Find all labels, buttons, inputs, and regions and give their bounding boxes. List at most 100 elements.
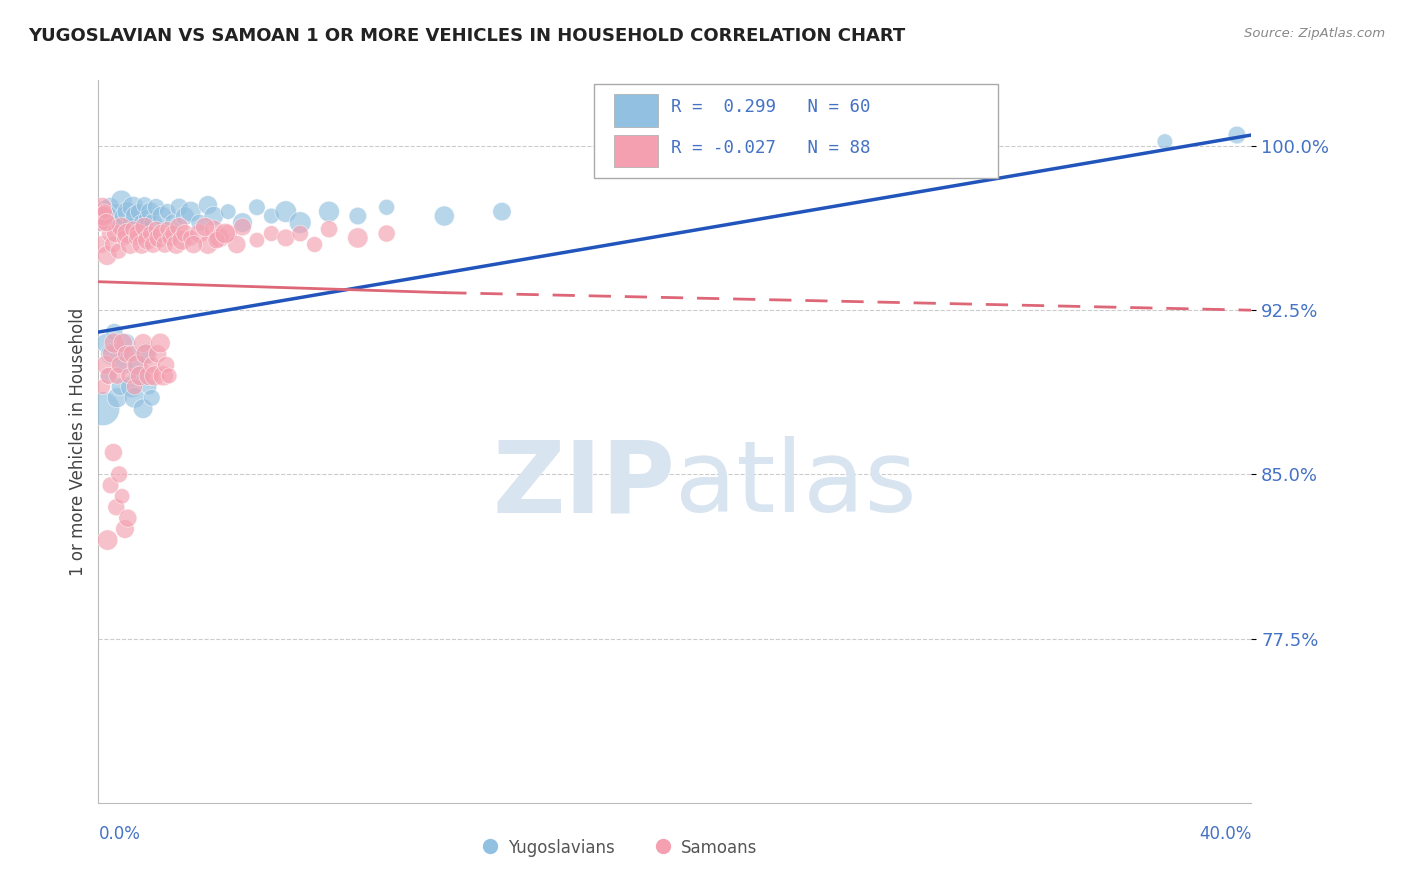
Point (150, 209, 173, 223)
Point (97, 368, 120, 383)
Point (156, 222, 179, 236)
Point (231, 216, 254, 230)
Point (94, 336, 117, 351)
Point (108, 380, 131, 394)
Point (149, 336, 172, 351)
Point (98, 200, 121, 214)
Point (114, 336, 136, 351)
Point (125, 231, 148, 245)
Point (141, 358, 163, 372)
Point (145, 222, 167, 236)
Point (121, 347, 143, 361)
Point (1154, 135, 1177, 149)
Point (101, 216, 124, 230)
Point (260, 227, 283, 241)
Point (89, 204, 111, 219)
Point (122, 200, 145, 214)
Y-axis label: 1 or more Vehicles in Household: 1 or more Vehicles in Household (69, 308, 87, 575)
Point (129, 368, 152, 383)
Point (112, 209, 135, 223)
Point (217, 204, 239, 219)
Point (124, 380, 146, 394)
Point (188, 216, 211, 230)
Point (124, 391, 146, 405)
Point (217, 227, 239, 241)
Point (112, 231, 135, 245)
Text: 0.0%: 0.0% (98, 825, 141, 843)
Point (128, 204, 150, 219)
Point (107, 219, 129, 234)
Point (122, 222, 145, 236)
Point (110, 219, 132, 234)
Point (208, 231, 231, 245)
Point (131, 216, 153, 230)
Point (491, 204, 513, 219)
Point (274, 231, 297, 245)
Point (159, 231, 181, 245)
Point (127, 358, 149, 372)
Point (167, 200, 190, 214)
Point (104, 204, 127, 219)
Point (183, 237, 205, 252)
Point (150, 227, 173, 241)
Point (157, 368, 180, 383)
Point (153, 237, 176, 252)
Point (145, 200, 167, 214)
Point (197, 198, 219, 212)
Point (121, 380, 143, 394)
Text: Source: ZipAtlas.com: Source: ZipAtlas.com (1244, 27, 1385, 40)
Point (103, 445, 125, 459)
Point (98, 227, 121, 241)
Point (180, 204, 202, 219)
Point (104, 227, 127, 241)
Point (91, 401, 114, 416)
Point (180, 231, 202, 245)
Point (111, 336, 134, 351)
Point (136, 233, 159, 247)
Point (96, 248, 118, 262)
Point (290, 216, 312, 230)
Text: R =  0.299   N = 60: R = 0.299 N = 60 (672, 98, 870, 117)
Point (96, 216, 118, 230)
Point (125, 209, 148, 223)
Point (148, 231, 170, 245)
Point (194, 219, 217, 234)
Point (127, 358, 149, 372)
Point (433, 209, 456, 223)
Point (101, 237, 124, 252)
Point (246, 233, 269, 247)
Point (111, 358, 134, 372)
Point (134, 198, 156, 212)
Point (188, 227, 211, 241)
Point (142, 216, 165, 230)
Text: 40.0%: 40.0% (1199, 825, 1251, 843)
Point (152, 368, 174, 383)
FancyBboxPatch shape (595, 84, 998, 178)
Point (90, 216, 112, 230)
Point (93, 209, 115, 223)
Point (246, 200, 269, 214)
Point (129, 368, 152, 383)
Point (155, 358, 177, 372)
Text: Samoans: Samoans (681, 838, 756, 856)
Point (197, 237, 219, 252)
Point (132, 336, 155, 351)
Point (174, 209, 197, 223)
Point (146, 347, 169, 361)
Point (347, 231, 370, 245)
Point (90, 216, 112, 230)
Text: Yugoslavians: Yugoslavians (508, 838, 614, 856)
Point (105, 368, 128, 383)
Point (138, 380, 160, 394)
Point (114, 347, 136, 361)
Point (205, 233, 228, 247)
Point (117, 204, 139, 219)
Point (318, 222, 340, 236)
Text: atlas: atlas (675, 436, 917, 533)
Point (290, 227, 312, 241)
Point (156, 204, 179, 219)
Point (225, 237, 247, 252)
Point (94, 204, 117, 219)
Point (231, 219, 254, 234)
Point (170, 233, 193, 247)
